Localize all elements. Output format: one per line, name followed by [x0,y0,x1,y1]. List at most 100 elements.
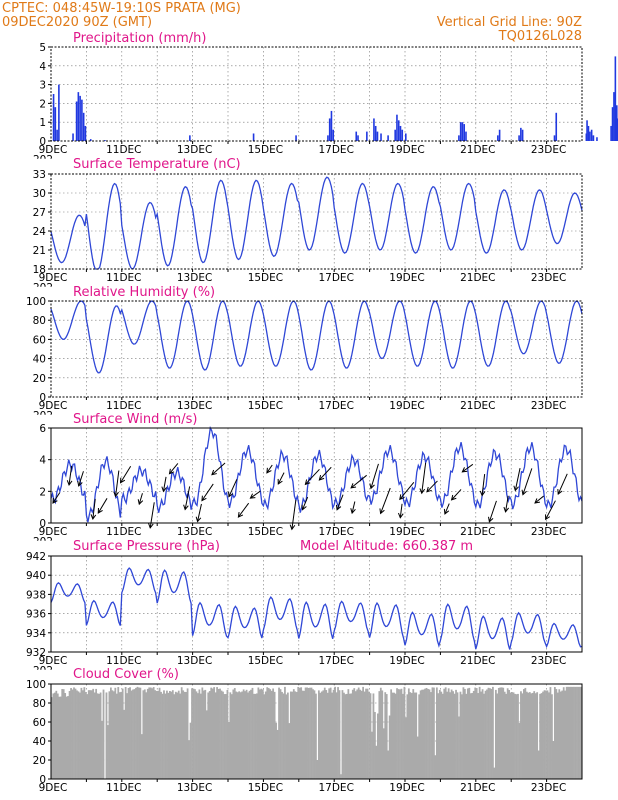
x-tick-label: 11DEC [106,526,141,538]
precip-bar [327,135,329,141]
x-tick-label: 15DEC [248,526,283,538]
cloud-cover-bar [140,734,143,779]
precip-bar [589,131,591,141]
wind-arrow-head [148,523,154,529]
x-tick-label: 13DEC [177,655,212,667]
cloud-cover-bar [433,687,435,779]
y-tick-label: 4 [39,61,46,73]
cloud-cover-bar [568,686,571,779]
cloud-cover-bar [71,689,74,779]
precip-bar [465,131,467,141]
cloud-cover-bar [545,690,547,779]
cloud-cover-bar [493,767,496,779]
precip-bar [380,133,382,141]
precip-bar [252,133,255,141]
cloud-cover-bar [462,687,465,779]
cloud-cover-bar [328,688,331,779]
wind-arrow [162,476,167,492]
cloud-cover-bar [176,692,179,779]
panel-frame [50,555,583,653]
cloud-cover-bar [346,693,348,779]
cloud-cover-bar [208,691,211,779]
panel-title: Surface Temperature (nC) [73,157,241,172]
x-tick-label: 9DEC [39,782,68,794]
cloud-cover-bar [132,689,134,779]
cloud-cover-bar [81,690,84,779]
cloud-cover-bar [74,688,77,779]
x-tick-label: 23DEC [531,400,566,412]
cloud-cover-bar [217,688,220,779]
wind-arrow-head [119,477,126,484]
cloud-cover-bar [149,687,152,779]
x-tick-label: 23DEC [531,655,566,667]
cloud-cover-bar [394,693,397,779]
x-tick-label: 17DEC [318,782,353,794]
x-tick-label: 15DEC [248,400,283,412]
cloud-cover-bar [161,693,164,779]
pressure-panel: Surface Pressure (hPa) Model Altitude: 66… [26,539,583,677]
cloud-cover-bar [319,692,322,779]
x-tick-label: 17DEC [318,400,353,412]
cloud-cover-bar [118,692,121,779]
y-tick-label: 80 [33,698,46,710]
cloud-cover-bar [477,693,480,779]
cloud-cover-bar [83,687,86,779]
wind-arrow [78,471,84,487]
cloud-cover-bar [223,694,226,779]
cloud-cover-bar [289,691,292,779]
cloud-cover-bar [285,694,288,779]
cloud-cover-bar [344,694,347,779]
cloud-cover-bar [275,722,277,779]
precip-bar [399,125,402,141]
cloud-cover-bar [220,690,223,779]
x-tick-label: 11DEC [106,272,141,284]
cloud-cover-bar [422,689,425,779]
precip-bar [497,135,499,141]
wind-arrow [169,463,179,475]
cloud-cover-bar [520,691,522,779]
cloud-cover-bar [288,723,291,779]
precip-bar [592,135,595,141]
cloud-cover-bar [239,692,242,779]
x-tick-label: 21DEC [460,400,495,412]
cloud-cover-bar [126,693,128,779]
cloud-cover-bar [86,694,89,779]
wind-arrow-head [168,468,175,475]
cloud-cover-bar [170,691,173,779]
cloud-cover-bar [570,686,572,779]
wind-arrow [115,470,120,497]
cloud-cover-bar [359,689,362,779]
wind-arrow-head [513,485,519,492]
cloud-cover-bar [247,692,249,779]
x-tick-label: 11DEC [106,144,141,156]
wind-arrow-head [399,494,405,501]
wind-arrow-head [318,475,325,481]
cloud-cover-bar [574,686,577,779]
cloud-cover-bar [189,722,192,779]
x-tick-label: 19DEC [389,400,424,412]
wind-arrow-head [211,469,217,476]
precip-bar [611,107,614,141]
cloud-cover-bar [443,688,446,779]
precip-bar [518,135,520,141]
x-tick-label: 23DEC [531,144,566,156]
cloud-cover-bar [171,690,174,779]
x-tick-label: 21DEC [460,655,495,667]
cloud-cover-bar [124,687,127,779]
cloud-cover-bar [375,745,378,779]
wind-arrow [545,500,556,520]
cloud-cover-bar [263,694,266,779]
y-tick-label: 3 [39,80,46,92]
cloud-cover-bar [379,687,382,779]
cloud-cover-bar [146,688,149,779]
cloud-cover-bar [136,686,139,779]
x-tick-label: 19DEC [389,655,424,667]
x-tick-label: 9DEC [39,400,68,412]
humidity-panel: Relative Humidity (%) 0 20 40 60 80 100 9DEC 11D… [26,285,583,422]
wind-arrow-head [521,489,527,496]
cloud-cover-bar [115,693,118,779]
cloud-cover-bar [238,691,241,779]
cloud-cover-bar [455,689,457,779]
cloud-cover-bar [415,692,418,779]
y-tick-label: 100 [26,679,46,691]
